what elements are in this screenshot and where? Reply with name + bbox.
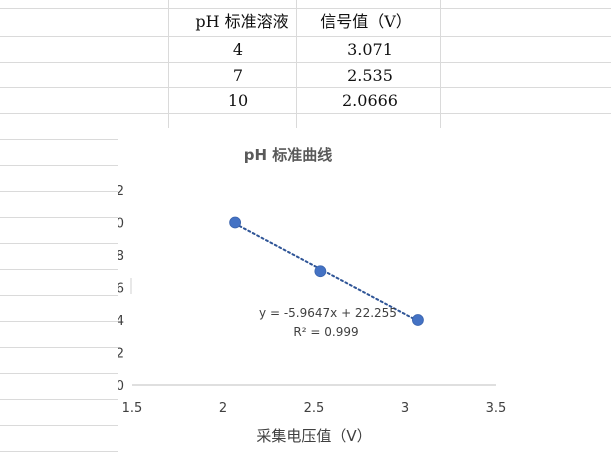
y-tick-label: 6: [118, 282, 124, 297]
x-axis-label: 采集电压值（V）: [256, 427, 371, 445]
x-tick-label: 3.5: [486, 401, 507, 416]
y-tick-label: 0: [118, 379, 124, 394]
header-ph-standard[interactable]: pH 标准溶液: [195, 12, 289, 31]
table-cell-ph[interactable]: 7: [232, 66, 244, 85]
trendline-equation: y = -5.9647x + 22.255: [259, 306, 397, 320]
x-tick-label: 2.5: [304, 401, 325, 416]
x-tick-label: 3: [401, 401, 409, 416]
chart-title: pH 标准曲线: [244, 146, 333, 164]
table-cell-ph[interactable]: 10: [227, 91, 249, 110]
table-cell-signal[interactable]: 2.535: [347, 66, 393, 85]
y-tick-label: 12: [118, 184, 124, 199]
table-cell-signal[interactable]: 2.0666: [342, 91, 398, 110]
y-tick-label: 2: [118, 347, 124, 362]
x-tick-label: 2: [219, 401, 227, 416]
data-point: [229, 216, 242, 229]
ph-calibration-chart: pH 标准曲线 0 2 4 6 8 10 12 1.5 2 2.5 3 3.5 y = -5.9647…: [118, 146, 507, 445]
header-signal-value[interactable]: 信号值（V）: [320, 12, 412, 31]
table-cell-ph[interactable]: 4: [232, 40, 244, 59]
trendline-r-squared: R² = 0.999: [293, 325, 358, 339]
grid-row-line: [0, 36, 611, 37]
grid-row-line: [0, 62, 611, 63]
trendline: [234, 222, 419, 323]
table-cell-signal[interactable]: 3.071: [347, 40, 393, 59]
data-point: [412, 314, 424, 326]
grid-row-line: [0, 113, 611, 114]
y-tick-label: 4: [118, 314, 124, 329]
y-tick-label: 10: [118, 217, 124, 232]
grid-row-line: [0, 8, 611, 9]
grid-row-line: [0, 87, 611, 88]
chart-area[interactable]: pH 标准曲线 0 2 4 6 8 10 12 1.5 2 2.5 3 3.5 y = -5.9647…: [118, 128, 611, 473]
data-point: [314, 265, 327, 278]
y-tick-label: 8: [118, 249, 124, 264]
x-tick-label: 1.5: [122, 401, 143, 416]
